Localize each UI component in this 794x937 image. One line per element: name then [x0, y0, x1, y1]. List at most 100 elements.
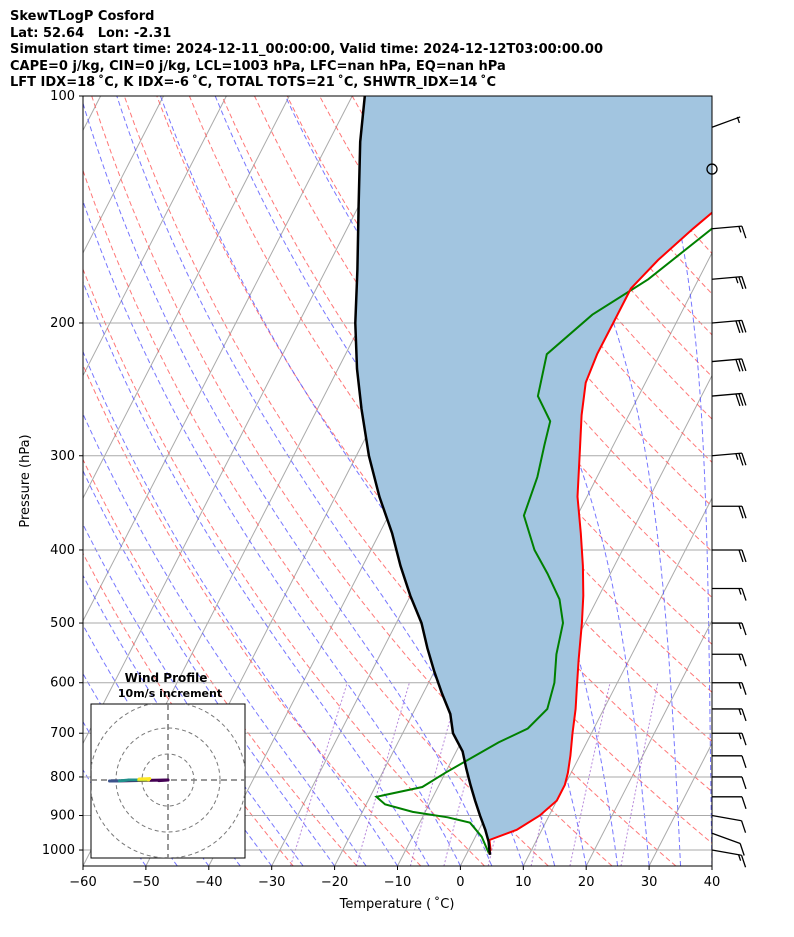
barb-flag — [741, 682, 747, 695]
barb-half — [738, 654, 742, 661]
barb-half — [736, 116, 740, 124]
wind-barb — [711, 849, 747, 868]
wind-barbs — [706, 116, 747, 868]
x-tick-label: −20 — [321, 875, 348, 890]
wind-barb — [712, 776, 747, 790]
dry-adiabat — [449, 96, 712, 420]
moist-adiabat — [83, 280, 430, 866]
moist-adiabat — [83, 412, 367, 866]
barb-flag — [741, 452, 747, 466]
barb-half — [738, 588, 742, 595]
isotherm — [83, 96, 164, 255]
moist-adiabat — [83, 469, 336, 866]
barb-flag — [738, 320, 744, 333]
temperature-line — [488, 211, 712, 854]
dry-adiabat — [83, 552, 294, 866]
time-line: Simulation start time: 2024-12-11_00:00:… — [10, 42, 603, 57]
wind-barb — [711, 116, 741, 128]
location-line: Lat: 52.64 Lon: -2.31 — [10, 25, 172, 41]
barb-staff — [711, 814, 742, 822]
moist-adiabat — [642, 96, 712, 866]
barb-staff — [711, 225, 742, 230]
hodograph-subtitle: 10m/s increment — [118, 687, 222, 700]
dry-adiabat — [83, 267, 485, 866]
moist-adiabat — [284, 96, 619, 866]
wind-barb — [712, 708, 747, 722]
wind-barb — [711, 275, 747, 290]
barb-flag — [741, 276, 747, 289]
x-tick-label: −60 — [69, 875, 96, 890]
barb-half — [735, 276, 739, 284]
y-tick-label: 500 — [50, 616, 75, 631]
parcel-line — [354, 96, 492, 856]
chart-title: SkewTLogP Cosford — [10, 9, 155, 24]
barb-flag — [741, 549, 747, 563]
chart-header: SkewTLogP Cosford Lat: 52.64 Lon: -2.31 … — [10, 9, 603, 92]
dry-adiabat — [416, 96, 712, 464]
barb-flag — [741, 776, 747, 790]
wind-barb — [711, 452, 747, 466]
barb-staff — [711, 116, 741, 128]
x-tick-label: −10 — [384, 875, 411, 890]
moist-adiabat — [83, 350, 398, 866]
wind-barb — [711, 225, 747, 239]
barb-half — [738, 622, 742, 630]
x-axis: −60 −50 −40 −30 −20 −10 0 10 20 30 40 — [69, 866, 720, 890]
y-tick-label: 700 — [50, 726, 75, 741]
y-tick-label: 800 — [50, 770, 75, 785]
wind-barb — [711, 358, 747, 372]
barb-flag — [741, 393, 747, 406]
barb-flag — [738, 276, 744, 290]
barb-flag — [738, 358, 744, 372]
barb-flag — [741, 755, 747, 769]
wind-barb — [706, 163, 718, 175]
wind-barb — [711, 319, 747, 334]
barb-flag — [741, 358, 747, 372]
wind-barb — [712, 549, 747, 563]
dry-adiabat — [83, 458, 358, 866]
moist-adiabat — [83, 523, 304, 866]
barb-staff — [711, 849, 742, 856]
x-tick-label: −30 — [258, 875, 285, 890]
barb-flag — [735, 393, 741, 407]
barb-staff — [711, 832, 741, 845]
barb-flag — [741, 588, 747, 601]
barb-flag — [741, 708, 747, 722]
barb-flag — [738, 393, 744, 406]
mixing-ratio-line — [290, 682, 348, 866]
y-tick-label: 900 — [50, 809, 75, 824]
y-tick-label: 300 — [50, 449, 75, 464]
moist-adiabat — [83, 199, 461, 866]
barb-flag — [741, 225, 747, 239]
wind-barb — [712, 732, 747, 746]
y-tick-label: 200 — [50, 316, 75, 331]
barb-half — [738, 682, 742, 689]
y-tick-label: 1000 — [42, 843, 75, 858]
barb-flag — [741, 320, 747, 333]
y-tick-label: 600 — [50, 676, 75, 691]
barb-flag — [738, 506, 744, 519]
barb-half — [738, 226, 742, 233]
barb-staff — [711, 452, 742, 457]
isotherm — [83, 96, 416, 745]
cape-shading — [355, 96, 712, 855]
barb-flag — [738, 549, 744, 563]
isotherm — [522, 497, 712, 866]
isotherm — [711, 864, 712, 866]
x-tick-label: 10 — [515, 875, 532, 890]
barb-half — [735, 453, 739, 460]
isotherm — [83, 96, 353, 622]
hodograph-title: Wind Profile — [125, 671, 208, 685]
wind-barb — [711, 392, 747, 407]
wind-barb — [712, 505, 747, 519]
isotherm — [83, 96, 290, 500]
wind-barb — [712, 653, 747, 667]
wind-barb — [712, 755, 747, 769]
y-axis: 1000 900 800 700 600 500 400 300 200 100 — [42, 89, 83, 858]
y-tick-label: 400 — [50, 543, 75, 558]
barb-flag — [741, 622, 747, 636]
isotherm — [83, 96, 102, 132]
dry-adiabat — [83, 363, 422, 866]
wind-barb — [712, 796, 747, 810]
